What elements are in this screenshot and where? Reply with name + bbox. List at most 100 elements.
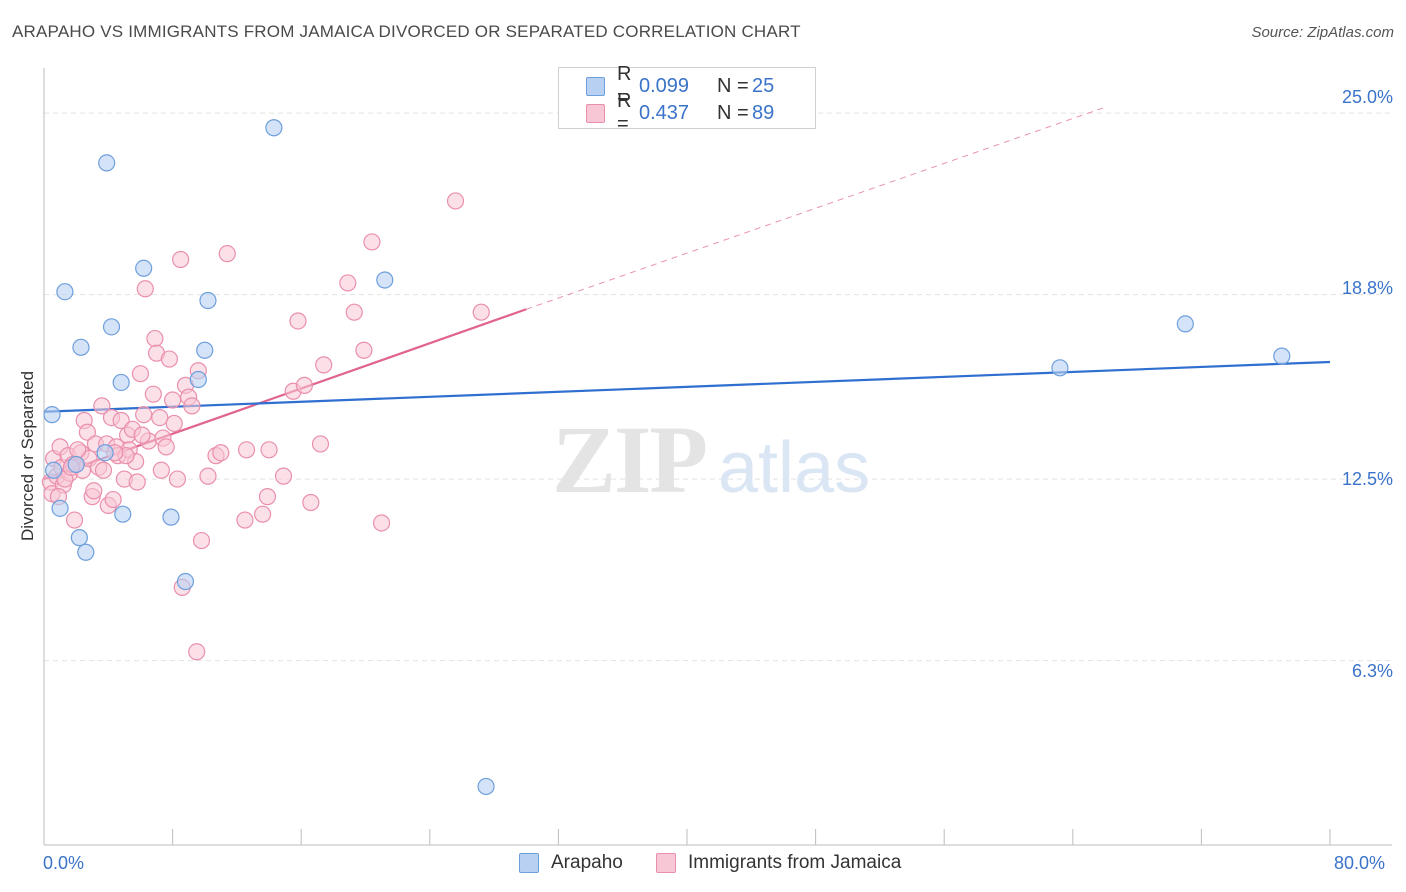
data-point-jamaica (133, 426, 151, 444)
legend-n-label: N = (717, 74, 749, 97)
data-point-jamaica (65, 511, 84, 529)
data-point-jamaica (237, 441, 256, 459)
data-point-arapaho (176, 572, 195, 591)
watermark-atlas: atlas (718, 428, 870, 508)
series-jamaica-points (41, 192, 490, 661)
data-point-jamaica (295, 376, 314, 394)
data-point-jamaica (135, 406, 153, 424)
legend-swatch-blue (586, 76, 605, 96)
data-point-jamaica (85, 482, 103, 500)
legend-n-label: N = (717, 101, 749, 124)
data-point-arapaho (189, 370, 207, 389)
chart-title: ARAPAHO VS IMMIGRANTS FROM JAMAICA DIVOR… (12, 22, 801, 41)
data-point-jamaica (363, 233, 381, 251)
data-point-jamaica (260, 441, 278, 459)
legend-r-label: R = (617, 63, 632, 108)
data-point-arapaho (98, 154, 116, 172)
data-point-jamaica (472, 303, 490, 321)
data-point-jamaica (69, 441, 87, 459)
data-point-jamaica (136, 280, 154, 298)
data-point-jamaica (218, 245, 236, 263)
legend-r-value: 0.099 (639, 74, 690, 97)
y-axis-title: Divorced or Separated (18, 370, 37, 542)
data-point-arapaho (1176, 315, 1194, 333)
legend-n-value: 25 (752, 74, 775, 97)
data-point-arapaho (196, 341, 214, 359)
y-tick-label: 6.3% (1351, 661, 1393, 681)
data-point-jamaica (339, 274, 357, 292)
legend-swatch-pink (656, 853, 676, 873)
data-point-jamaica (112, 411, 130, 430)
data-point-jamaica (165, 414, 183, 433)
data-point-jamaica (199, 467, 217, 485)
x-max-label: 80.0% (1334, 853, 1386, 873)
data-point-jamaica (355, 341, 373, 359)
data-point-jamaica (152, 461, 170, 479)
data-point-jamaica (183, 397, 201, 415)
data-point-arapaho (77, 543, 95, 561)
grid-lines (44, 112, 1392, 662)
data-point-arapaho (102, 318, 121, 336)
legend-row-arapaho: R = 0.099 N = 25 (586, 63, 775, 108)
data-point-jamaica (146, 329, 164, 348)
data-point-jamaica (345, 303, 363, 321)
data-point-jamaica (160, 350, 178, 368)
data-point-jamaica (164, 391, 182, 409)
data-point-arapaho (72, 338, 90, 356)
data-point-arapaho (135, 259, 153, 277)
data-point-jamaica (94, 461, 113, 479)
data-point-jamaica (315, 356, 333, 374)
legend-n-value: 89 (752, 101, 775, 124)
watermark: ZIP atlas (552, 406, 870, 513)
legend-label-jamaica: Immigrants from Jamaica (688, 852, 902, 873)
data-point-arapaho (51, 499, 69, 517)
data-point-arapaho (70, 529, 88, 547)
legend-label-arapaho: Arapaho (551, 852, 623, 873)
data-point-arapaho (1273, 347, 1291, 365)
trend-line-arapaho (43, 360, 1331, 413)
legend-item-arapaho[interactable]: Arapaho (519, 852, 623, 874)
trend-line-jamaica-extension (526, 106, 1106, 310)
data-point-arapaho (114, 505, 132, 523)
data-point-jamaica (254, 505, 272, 523)
data-point-jamaica (144, 385, 162, 403)
data-point-jamaica (93, 397, 111, 415)
data-point-arapaho (112, 373, 130, 392)
data-point-jamaica (302, 493, 320, 512)
data-point-arapaho (199, 291, 217, 310)
legend-r-label: R = (617, 90, 632, 135)
legend-item-jamaica[interactable]: Immigrants from Jamaica (656, 852, 901, 874)
data-point-jamaica (172, 250, 190, 269)
y-tick-label: 25.0% (1341, 87, 1393, 107)
data-point-arapaho (67, 455, 85, 474)
data-point-jamaica (212, 444, 230, 462)
data-point-arapaho (45, 461, 63, 479)
y-tick-label: 12.5% (1341, 469, 1393, 489)
data-point-jamaica (258, 488, 277, 506)
data-point-jamaica (274, 467, 293, 485)
data-point-jamaica (78, 423, 97, 441)
data-point-jamaica (188, 643, 206, 661)
data-point-arapaho (96, 444, 114, 462)
data-point-arapaho (162, 508, 180, 526)
series-legend: Arapaho Immigrants from Jamaica (0, 852, 1406, 876)
data-point-jamaica (104, 490, 122, 509)
data-point-jamaica (131, 365, 150, 383)
data-point-jamaica (446, 192, 465, 210)
x-min-label: 0.0% (43, 853, 85, 873)
data-point-jamaica (151, 408, 169, 427)
data-point-arapaho (1051, 359, 1069, 377)
axes (43, 68, 1392, 846)
data-point-jamaica (311, 435, 330, 453)
data-point-jamaica (236, 511, 254, 529)
data-point-jamaica (289, 312, 307, 330)
source-credit: Source: ZipAtlas.com (1251, 24, 1394, 41)
legend-swatch-pink (586, 103, 605, 123)
data-point-arapaho (477, 777, 495, 796)
data-point-jamaica (168, 470, 187, 488)
data-point-jamaica (128, 473, 146, 491)
data-point-arapaho (43, 406, 61, 424)
series-arapaho-points (43, 119, 1291, 796)
watermark-zip: ZIP (552, 406, 706, 513)
